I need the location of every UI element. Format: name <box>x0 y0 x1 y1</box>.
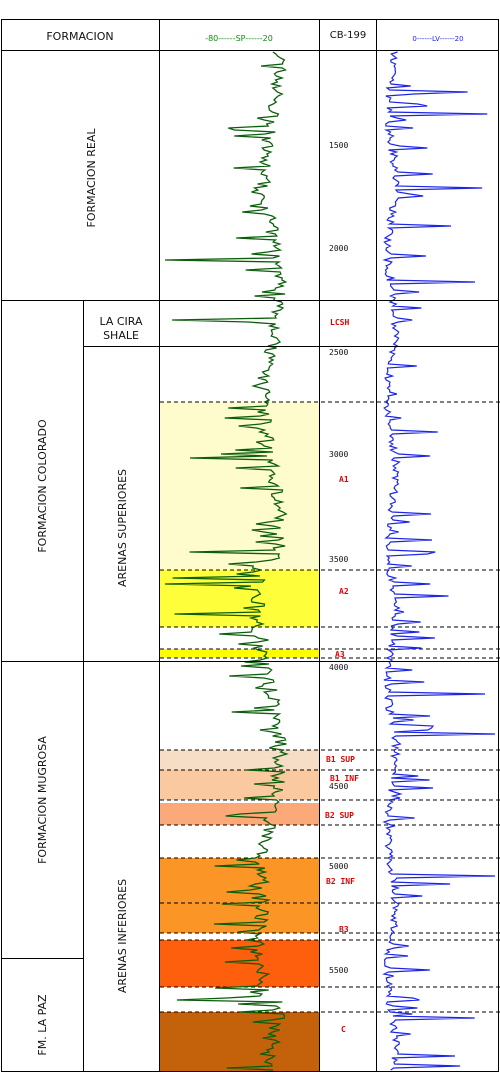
log-grid <box>1 19 499 1072</box>
depth-label: 5500 <box>329 966 348 975</box>
header-lv-scale: 0------LV------20 <box>412 35 463 43</box>
depth-label: 1500 <box>329 141 348 150</box>
depth-label: 5000 <box>329 862 348 871</box>
depth-label: 2500 <box>329 348 348 357</box>
zone-label-c: C <box>341 1025 346 1034</box>
zone-fill-a1 <box>160 402 319 569</box>
formation-lapaz-label: FM. LA PAZ <box>36 994 49 1056</box>
zone-fill-b2-inf-lower <box>160 903 319 933</box>
zone-label-lcsh: LCSH <box>330 318 349 327</box>
correlation-lines <box>160 401 500 1013</box>
zone-labels: LCSH A1 A2 A3 B1 SUP B1 INF B2 SUP B2 IN… <box>325 318 359 1034</box>
formation-colorado-label: FORMACION COLORADO <box>36 419 49 553</box>
zone-fill-b1-sup <box>160 750 319 770</box>
zone-label-a3: A3 <box>335 650 345 659</box>
depth-label: 3000 <box>329 450 348 459</box>
zone-label-b2-sup: B2 SUP <box>325 811 354 820</box>
member-lacira-line2: SHALE <box>103 329 139 342</box>
header-sp-scale: -80------SP------20 <box>205 34 273 43</box>
depth-label: 4500 <box>329 782 348 791</box>
header-formation: FORMACION <box>46 30 113 43</box>
zone-fill-b1-inf <box>160 770 319 800</box>
depth-label: 2000 <box>329 244 348 253</box>
member-arenas-inferiores-label: ARENAS INFERIORES <box>116 879 129 993</box>
depth-label: 3500 <box>329 555 348 564</box>
zone-fills <box>160 402 319 1072</box>
zone-fill-a3 <box>160 649 319 658</box>
zone-label-b2-inf: B2 INF <box>326 877 355 886</box>
lv-curve <box>382 51 496 1071</box>
zone-label-a1: A1 <box>339 475 349 484</box>
member-arenas-superiores-label: ARENAS SUPERIORES <box>116 469 129 587</box>
formation-real-label: FORMACION REAL <box>85 128 98 228</box>
zone-label-a2: A2 <box>339 587 349 596</box>
formation-mugrosa-label: FORMACION MUGROSA <box>36 736 49 864</box>
depth-labels: 1500 2000 2500 3000 3500 4000 4500 5000 … <box>329 141 348 975</box>
zone-fill-c <box>160 1012 319 1072</box>
header-well: CB-199 <box>330 30 367 41</box>
depth-label: 4000 <box>329 663 348 672</box>
member-lacira-line1: LA CIRA <box>99 315 143 328</box>
zone-label-b1-sup: B1 SUP <box>326 755 355 764</box>
sp-curve <box>164 51 289 1071</box>
zone-label-b1-inf: B1 INF <box>330 774 359 783</box>
zone-label-b3: B3 <box>339 925 349 934</box>
